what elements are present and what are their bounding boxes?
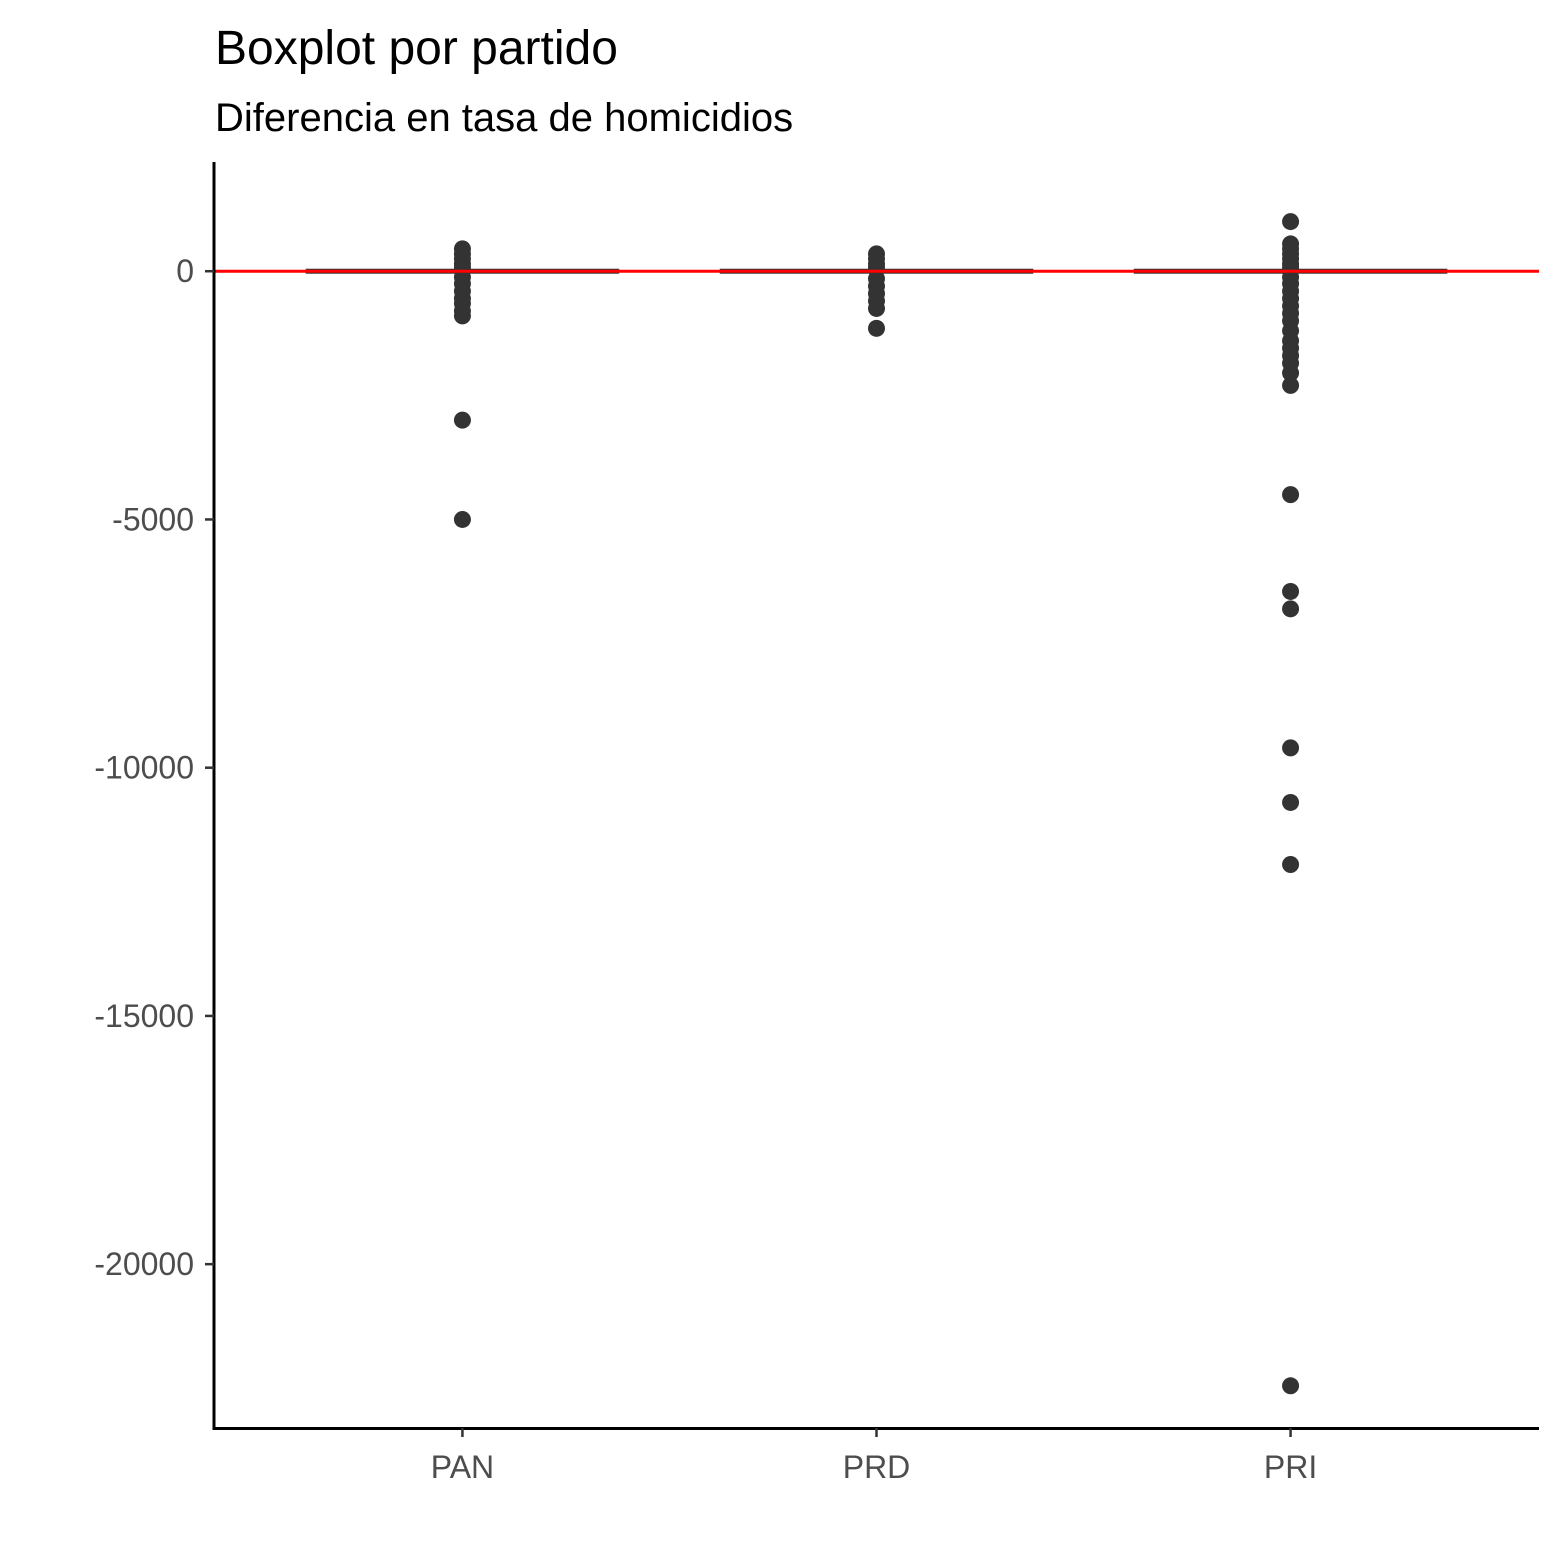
outlier-point [1282, 793, 1300, 811]
outlier-point [1282, 600, 1300, 618]
y-tick-label: 0 [176, 253, 194, 289]
outlier-point [1282, 582, 1300, 600]
y-tick-label: -5000 [112, 501, 194, 537]
outlier-point [1282, 486, 1300, 504]
outlier-point [453, 510, 471, 528]
outlier-point [868, 319, 885, 337]
outlier-point [453, 411, 471, 429]
outlier-point [1282, 739, 1300, 757]
chart-title: Boxplot por partido [215, 22, 618, 75]
x-tick-label: PRD [843, 1449, 911, 1485]
y-tick-label: -20000 [94, 1246, 194, 1282]
chart-subtitle: Diferencia en tasa de homicidios [215, 96, 793, 140]
outlier-point [1282, 376, 1300, 394]
x-axis-ticks: PAN PRD PRI [431, 1428, 1317, 1485]
x-tick-label: PRI [1264, 1449, 1317, 1485]
outlier-point [1282, 1377, 1300, 1395]
outlier-point [1282, 364, 1300, 382]
y-axis-ticks: 0 -5000 -10000 -15000 -20000 [94, 253, 214, 1282]
y-tick-label: -15000 [94, 998, 194, 1034]
outliers-layer [453, 213, 1300, 1395]
outlier-point [868, 299, 885, 317]
outlier-point [453, 307, 471, 325]
x-tick-label: PAN [431, 1449, 494, 1485]
y-tick-label: -10000 [94, 750, 194, 786]
outlier-point [1282, 213, 1300, 231]
outlier-point [1282, 856, 1300, 874]
